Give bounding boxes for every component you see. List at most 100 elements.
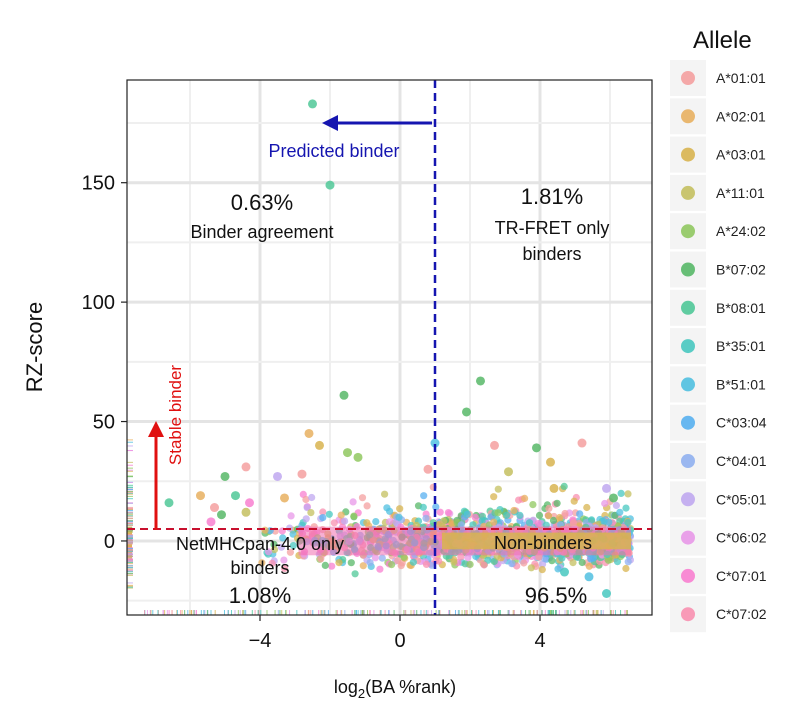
bottom-right-label: Non-binders [494, 533, 592, 553]
data-point [583, 503, 591, 512]
data-point [440, 517, 448, 525]
legend-label: A*02:01 [716, 108, 766, 124]
data-point [469, 521, 477, 529]
highlighted-point [490, 440, 499, 450]
legend-entry: C*05:01 [670, 481, 767, 518]
legend-label: A*01:01 [716, 70, 766, 86]
data-point [539, 560, 547, 568]
y-tick-label: 150 [82, 173, 115, 195]
data-point [624, 558, 632, 566]
legend-label: B*35:01 [716, 338, 766, 354]
data-point [337, 511, 345, 519]
highlighted-point [308, 99, 317, 109]
data-point [341, 517, 349, 525]
legend-swatch [681, 492, 695, 507]
data-point [261, 526, 269, 534]
legend-swatch [681, 224, 695, 239]
data-point [612, 501, 621, 510]
legend-entry: C*06:02 [670, 519, 767, 556]
y-tick-label: 0 [104, 531, 115, 553]
legend-swatch [681, 377, 695, 392]
data-point [527, 564, 535, 572]
data-point [569, 519, 578, 527]
data-point [436, 508, 444, 516]
highlighted-point [423, 464, 433, 474]
highlighted-point [245, 498, 254, 508]
highlighted-point [315, 440, 324, 450]
highlighted-point [504, 467, 513, 477]
legend-entry: C*04:01 [670, 443, 767, 479]
x-tick-label: −4 [249, 630, 272, 652]
data-point [490, 493, 498, 501]
legend-entry: A*02:01 [670, 98, 766, 135]
data-point [510, 506, 518, 515]
highlighted-point [231, 491, 240, 501]
legend-label: A*03:01 [716, 147, 766, 163]
highlighted-point [304, 428, 314, 438]
highlighted-point [609, 493, 618, 503]
data-point [576, 510, 584, 518]
data-point [578, 558, 586, 567]
data-point [570, 497, 578, 505]
highlighted-point [584, 572, 594, 582]
plot-frame [126, 79, 653, 616]
data-point [422, 514, 430, 522]
data-point [330, 519, 338, 527]
data-point [281, 564, 289, 573]
x-tick-label: 4 [534, 630, 545, 652]
highlighted-point [220, 471, 230, 481]
data-point [268, 559, 276, 567]
data-point [280, 556, 288, 564]
data-point [432, 503, 440, 511]
legend-swatch [681, 339, 695, 354]
highlighted-point [549, 483, 559, 493]
data-point [270, 546, 279, 554]
legend-label: A*11:01 [716, 185, 765, 201]
y-tick-label: 50 [93, 412, 115, 434]
highlighted-point [602, 589, 611, 599]
x-tick-labels: −4 0 4 [249, 630, 546, 652]
legend-swatch [681, 262, 695, 277]
highlighted-points [164, 99, 618, 599]
data-point [624, 518, 632, 527]
stable-binder-arrowhead [148, 421, 164, 437]
data-point [277, 543, 285, 551]
highlighted-point [325, 180, 335, 190]
highlighted-point [546, 457, 555, 467]
data-point [466, 560, 474, 569]
data-point [549, 516, 558, 525]
highlighted-point [343, 448, 352, 458]
legend-label: C*04:01 [716, 453, 767, 469]
highlighted-point [206, 517, 216, 527]
data-point [600, 517, 608, 526]
data-point [444, 508, 452, 517]
highlighted-point [280, 493, 289, 503]
data-point [386, 507, 394, 515]
data-point [494, 485, 502, 493]
legend-entry: B*35:01 [670, 328, 766, 365]
data-point [529, 501, 537, 509]
data-point [286, 548, 294, 556]
data-point [525, 519, 534, 527]
legend-label: C*03:04 [716, 415, 767, 431]
data-point [535, 511, 544, 519]
legend-entry: C*07:01 [670, 557, 767, 594]
highlighted-point [241, 462, 251, 472]
legend-entry: B*51:01 [670, 366, 766, 403]
data-point [508, 560, 516, 568]
data-point [520, 559, 528, 567]
data-point [548, 557, 556, 565]
data-point [349, 498, 357, 506]
data-point [553, 499, 561, 507]
rug-marks [127, 439, 628, 615]
legend-entry: C*03:04 [670, 404, 767, 441]
data-point [388, 561, 396, 569]
highlighted-point [164, 498, 174, 508]
data-point [545, 504, 553, 512]
data-point [569, 559, 577, 567]
highlighted-point [532, 443, 541, 453]
top-right-label-line2: binders [522, 244, 581, 264]
data-point [270, 540, 278, 549]
data-point [616, 508, 624, 516]
data-point [622, 504, 630, 512]
